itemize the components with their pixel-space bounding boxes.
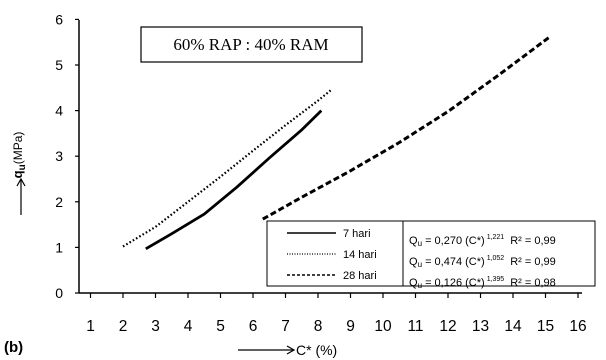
y-axis-label-q: q: [10, 170, 25, 178]
equation-box: [402, 220, 596, 287]
y-axis-label-sub: u: [17, 164, 28, 170]
legend-label: 14 hari: [343, 249, 377, 261]
x-tick-label: 12: [439, 318, 456, 335]
series-line-2: [122, 89, 332, 248]
legend-items: 7 hari Qu = 0,270 (C*) 1,221 R² = 0,99 14 ha…: [287, 228, 556, 290]
x-axis-label: C* (%): [296, 342, 337, 358]
x-axis-arrow: [238, 345, 296, 355]
x-tick-label: 2: [119, 318, 128, 335]
y-tick-label: 0: [55, 285, 63, 301]
y-axis-label: qu(MPa): [10, 132, 28, 179]
x-tick-label: 3: [151, 318, 160, 335]
x-tick-label: 11: [407, 318, 423, 335]
y-axis-arrow: [16, 177, 26, 215]
x-tick-label: 1: [86, 318, 95, 335]
legend-equation: Qu = 0,474 (C*) 1,052 R² = 0,99: [409, 255, 556, 269]
title-box: [140, 26, 363, 63]
y-tick-label: 6: [55, 11, 63, 27]
y-axis-ticks: 0 1 2 3 4 5 6: [55, 11, 79, 301]
panel-label: (b): [4, 339, 23, 356]
y-tick-label: 3: [55, 148, 63, 164]
y-tick-label: 2: [55, 194, 63, 210]
y-tick-label: 5: [55, 57, 63, 73]
x-tick-label: 15: [537, 318, 554, 335]
legend: 7 hari Qu = 0,270 (C*) 1,221 R² = 0,99 14 ha…: [266, 220, 596, 290]
svg-text:qu(MPa): qu(MPa): [10, 132, 28, 179]
series-line-1: [145, 109, 323, 251]
y-axis-label-unit: (MPa): [11, 132, 25, 165]
x-tick-label: 10: [374, 318, 392, 335]
x-tick-label: 4: [184, 318, 193, 335]
y-tick-label: 1: [55, 239, 63, 255]
x-tick-label: 14: [504, 318, 522, 335]
x-tick-label: 16: [569, 318, 586, 335]
x-tick-label: 8: [314, 318, 323, 335]
legend-label: 7 hari: [343, 228, 371, 240]
x-tick-label: 6: [249, 318, 258, 335]
x-tick-label: 13: [472, 318, 489, 335]
x-axis-ticks: 1 2 3 4 5 6 7 8 9 10 11 12 13 14 15 16: [86, 293, 587, 335]
legend-label: 28 hari: [343, 270, 377, 282]
series-layer: [122, 36, 550, 251]
x-tick-label: 9: [346, 318, 355, 335]
x-tick-label: 7: [281, 318, 290, 335]
x-tick-label: 5: [216, 318, 225, 335]
legend-equation: Qu = 0,270 (C*) 1,221 R² = 0,99: [409, 234, 556, 248]
legend-equation: Qu = 0,126 (C*) 1,395 R² = 0,98: [409, 276, 556, 290]
chart-title: 60% RAP : 40% RAM: [173, 35, 328, 54]
y-tick-label: 4: [55, 103, 63, 119]
series-line-3: [262, 36, 550, 221]
